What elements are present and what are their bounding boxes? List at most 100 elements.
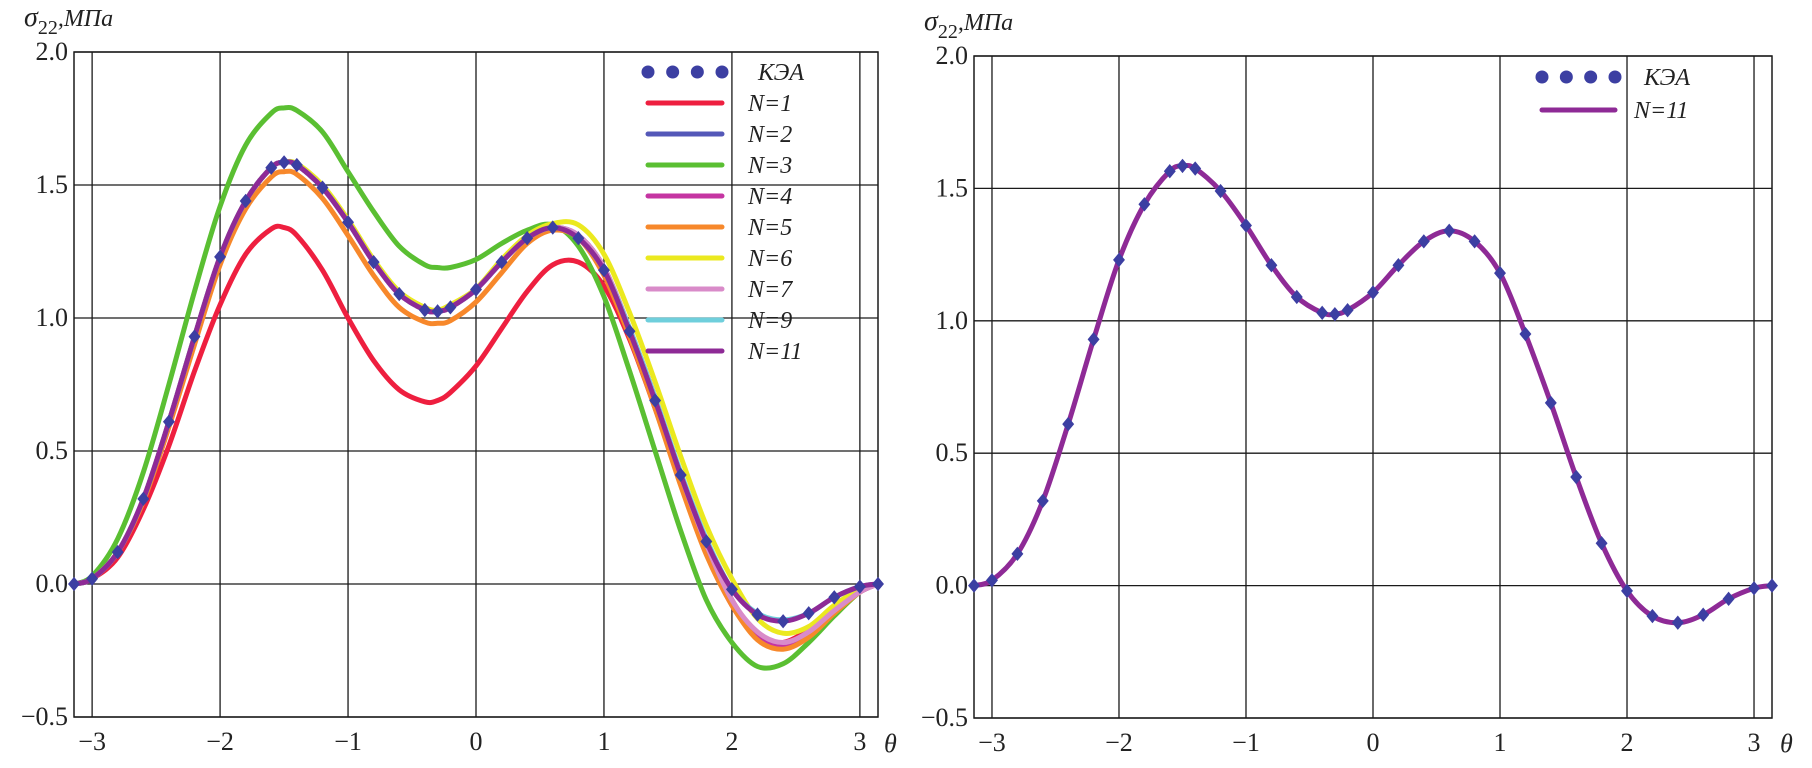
plot-frame xyxy=(973,55,1773,719)
legend-label: N=11 xyxy=(1633,98,1688,124)
kea-data-point xyxy=(1621,583,1633,599)
legend-item-n-5: N=5 xyxy=(645,215,792,241)
y-tick-label: 0.5 xyxy=(36,436,69,465)
kea-data-point xyxy=(111,544,124,560)
legend-marker-dot xyxy=(1608,70,1622,84)
x-tick-label: −1 xyxy=(1232,728,1260,757)
right-chart-panel: −3 −2 −1 0 1 2 3−0.50.00.51.01.52.0σ22,МПаθКЭА… xyxy=(921,6,1793,758)
kea-data-point xyxy=(342,215,355,230)
kea-data-point xyxy=(1176,158,1189,174)
legend-label: N=11 xyxy=(747,339,802,365)
legend-label: КЭА xyxy=(1643,65,1690,91)
legend-item-n-2: N=2 xyxy=(645,122,792,148)
y-tick-label: −0.5 xyxy=(21,702,68,731)
left-chart-panel: −3 −2 −1 0 1 2 3−0.50.00.51.01.52.0σ22,МПаθКЭА… xyxy=(21,2,897,758)
kea-data-point xyxy=(239,193,252,209)
legend-item-n-3: N=3 xyxy=(645,153,792,179)
legend-marker-dot xyxy=(641,65,655,79)
kea-data-point xyxy=(1570,469,1583,485)
legend-marker-dot xyxy=(1559,70,1573,84)
kea-data-point xyxy=(1189,161,1202,176)
y-axis-subscript: 22 xyxy=(38,17,58,39)
kea-data-point xyxy=(1316,305,1329,321)
kea-data-point xyxy=(597,262,610,278)
x-tick-label: 2 xyxy=(725,727,738,756)
legend-label: КЭА xyxy=(757,60,804,86)
legend-marker-dot xyxy=(715,65,729,79)
kea-data-point xyxy=(674,467,687,483)
kea-data-point xyxy=(214,249,227,264)
x-tick-label: 3 xyxy=(853,727,866,756)
kea-data-point xyxy=(1392,258,1405,273)
x-axis-label: θ xyxy=(884,729,897,758)
kea-data-point xyxy=(1544,395,1557,411)
kea-data-point xyxy=(725,582,738,597)
kea-data-point xyxy=(495,254,508,270)
legend-item-n-11: N=11 xyxy=(645,339,802,365)
kea-data-point xyxy=(1671,615,1684,630)
y-tick-label: 2.0 xyxy=(36,37,69,66)
kea-markers xyxy=(968,158,1778,630)
kea-data-point xyxy=(1062,416,1075,432)
kea-data-point xyxy=(986,573,998,588)
kea-data-point xyxy=(546,220,559,235)
kea-data-point xyxy=(137,491,150,507)
legend-item-n-7: N=7 xyxy=(645,277,793,303)
kea-data-point xyxy=(470,282,482,297)
kea-data-point xyxy=(853,579,866,594)
x-tick-label: 0 xyxy=(1367,728,1380,757)
x-tick-label: −3 xyxy=(78,727,106,756)
kea-data-point xyxy=(1036,493,1049,509)
kea-data-point xyxy=(1722,591,1735,607)
kea-data-point xyxy=(1163,164,1176,179)
kea-data-point xyxy=(1367,285,1379,300)
kea-data-point xyxy=(1519,326,1532,342)
kea-data-point xyxy=(751,607,764,622)
kea-data-point xyxy=(1265,258,1278,273)
kea-data-point xyxy=(623,324,636,339)
y-tick-label: 0.5 xyxy=(936,438,969,467)
legend-label: N=9 xyxy=(747,308,792,334)
x-tick-label: 1 xyxy=(1494,728,1507,757)
legend: КЭА N=1 N=2 N=3 N=4 N=5 N=6 N=7 N=9 N=11 xyxy=(641,60,804,365)
kea-data-point xyxy=(1748,581,1760,596)
x-tick-label: 0 xyxy=(470,727,483,756)
y-tick-label: 0.0 xyxy=(936,571,969,600)
kea-data-point xyxy=(968,578,980,593)
legend-label: N=3 xyxy=(747,153,792,179)
legend-item-kea: КЭА xyxy=(1535,65,1690,91)
kea-data-point xyxy=(1138,197,1151,212)
legend-label: N=2 xyxy=(747,122,792,148)
kea-data-point xyxy=(1341,303,1354,318)
legend-marker-dot xyxy=(666,65,680,79)
kea-data-point xyxy=(393,286,406,302)
kea-data-point xyxy=(1697,607,1710,622)
legend-label: N=5 xyxy=(747,215,792,241)
kea-data-point xyxy=(86,571,99,586)
kea-data-point xyxy=(316,180,329,195)
kea-data-point xyxy=(872,576,884,592)
legend-marker-dot xyxy=(690,65,704,79)
series-line-n-3 xyxy=(71,104,881,671)
kea-data-point xyxy=(649,393,662,408)
legend: КЭА N=11 xyxy=(1535,65,1690,124)
kea-data-point xyxy=(290,157,303,173)
legend-item-kea: КЭА xyxy=(641,60,804,86)
kea-data-point xyxy=(1417,234,1430,249)
kea-data-point xyxy=(1494,265,1506,281)
y-tick-label: 1.0 xyxy=(36,303,69,332)
kea-data-point xyxy=(1595,536,1608,551)
kea-data-point xyxy=(1290,289,1303,305)
y-axis-label: σ22,МПа xyxy=(24,2,113,39)
y-axis-symbol: σ xyxy=(24,2,39,33)
y-axis-symbol: σ xyxy=(924,6,939,37)
x-tick-label: 1 xyxy=(597,727,610,756)
x-tick-label: 2 xyxy=(1621,728,1634,757)
kea-data-point xyxy=(828,590,841,605)
legend-marker-dot xyxy=(1535,70,1549,84)
kea-data-point xyxy=(572,231,585,246)
legend-item-n-1: N=1 xyxy=(645,91,792,117)
kea-data-point xyxy=(1443,223,1456,238)
legend-item-n-6: N=6 xyxy=(645,246,792,272)
y-axis-subscript: 22 xyxy=(938,21,958,43)
